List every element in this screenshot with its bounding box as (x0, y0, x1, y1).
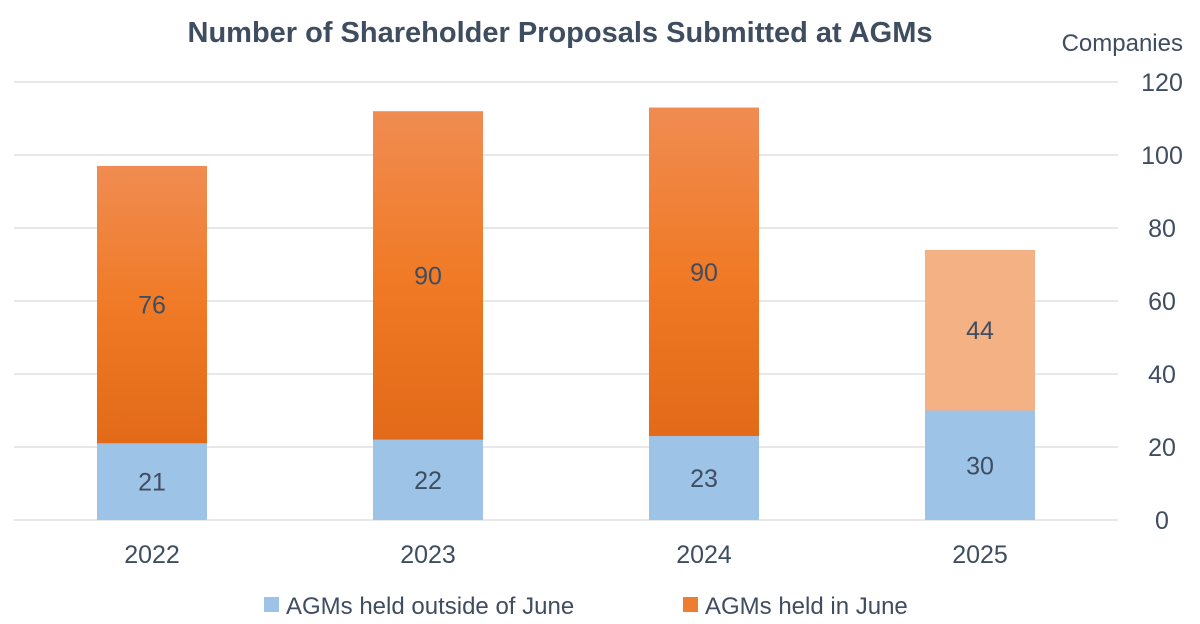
x-axis-ticks: 2022 2023 2024 2025 (124, 541, 1008, 569)
data-label: 30 (966, 452, 994, 480)
bar-in-june (373, 111, 483, 440)
y-tick-label: 40 (1148, 361, 1176, 389)
y-tick-label: 80 (1148, 215, 1176, 243)
x-tick-label: 2023 (400, 541, 456, 569)
data-label: 90 (690, 259, 718, 287)
y-tick-label: 20 (1148, 434, 1176, 462)
data-label: 22 (414, 467, 442, 495)
y-axis-ticks: 0 20 40 60 80 100 120 (1141, 69, 1183, 535)
y-tick-label: 120 (1141, 69, 1183, 97)
data-label: 90 (414, 262, 442, 290)
x-tick-label: 2024 (676, 541, 732, 569)
y-tick-label: 0 (1155, 507, 1169, 535)
bar-outside-june (97, 443, 207, 520)
bar-outside-june (649, 436, 759, 520)
data-label: 23 (690, 465, 718, 493)
data-label: 44 (966, 317, 994, 345)
y-tick-label: 100 (1141, 142, 1183, 170)
bar-outside-june (925, 410, 1035, 520)
y-tick-label: 60 (1148, 288, 1176, 316)
x-tick-label: 2025 (952, 541, 1008, 569)
chart-title: Number of Shareholder Proposals Submitte… (188, 17, 933, 49)
bar-outside-june (373, 439, 483, 520)
legend-swatch (683, 597, 698, 612)
bar-in-june (925, 249, 1035, 411)
legend-label: AGMs held in June (705, 593, 908, 620)
legend: AGMs held outside of June AGMs held in Ju… (264, 593, 908, 620)
x-tick-label: 2022 (124, 541, 180, 569)
y-axis-label: Companies (1062, 30, 1183, 57)
bar-in-june (97, 165, 207, 444)
bar-in-june (649, 107, 759, 437)
data-label: 76 (138, 292, 166, 320)
data-label: 21 (138, 469, 166, 497)
legend-swatch (264, 597, 279, 612)
data-labels: 21 76 22 90 23 90 30 44 (138, 259, 994, 497)
bars (97, 107, 1035, 520)
legend-label: AGMs held outside of June (286, 593, 574, 620)
